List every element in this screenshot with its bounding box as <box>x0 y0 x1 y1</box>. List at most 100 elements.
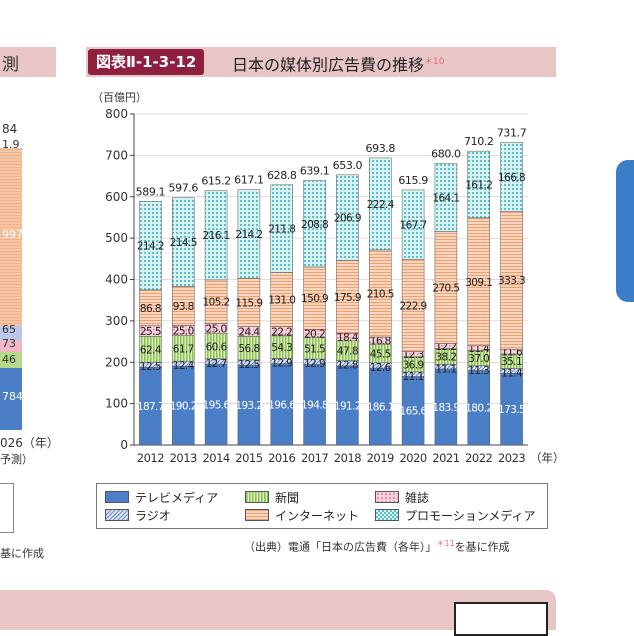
x-tick-label: 2015 <box>235 451 262 465</box>
data-label-internet: 93.8 <box>173 301 194 313</box>
bar-promotion <box>401 189 425 260</box>
data-label-radio: 12.4 <box>173 360 195 372</box>
data-label-newspaper: 61.7 <box>173 343 194 355</box>
bar-promotion <box>303 180 326 268</box>
previous-figure-legend-box <box>0 483 14 533</box>
data-label-tv: 183.9 <box>432 402 459 414</box>
data-label-radio: 11.1 <box>403 371 424 383</box>
total-label: 731.7 <box>497 126 527 139</box>
x-tick-label: 2022 <box>465 451 492 465</box>
data-label-promotion: 214.2 <box>235 229 262 241</box>
data-label-newspaper: 62.4 <box>140 344 162 356</box>
chart-legend: テレビメディア 新聞 雑誌 ラジオ インターネット プロモーションメディア <box>96 483 548 529</box>
legend-item-promotion: プロモーションメディア <box>375 507 536 524</box>
data-label-tv: 191.2 <box>334 400 361 412</box>
legend-item-internet: インターネット <box>245 507 359 524</box>
x-tick-label: 2020 <box>399 451 426 465</box>
previous-figure-header-text: 測 <box>2 55 19 75</box>
y-tick-label: 400 <box>105 273 128 287</box>
legend-label-radio: ラジオ <box>135 509 171 523</box>
legend-item-magazine: 雑誌 <box>375 489 429 506</box>
y-tick-label: 200 <box>105 355 128 369</box>
data-label-newspaper: 51.5 <box>304 343 325 355</box>
data-label-radio: 12.9 <box>304 358 325 370</box>
data-label-promotion: 161.2 <box>465 180 492 192</box>
previous-figure-bar-internet <box>0 148 22 326</box>
x-axis-unit: （年） <box>530 451 565 465</box>
previous-figure-bar-newspaper <box>0 352 22 368</box>
y-tick-label: 300 <box>105 314 128 328</box>
total-label: 639.1 <box>300 165 330 178</box>
data-label-magazine: 11.6 <box>501 347 523 359</box>
data-label-tv: 186.1 <box>367 402 394 414</box>
data-label-tv: 187.7 <box>137 401 164 413</box>
source-note: ＊11 <box>436 539 455 548</box>
qr-code-icon[interactable] <box>454 602 548 636</box>
data-label-tv: 165.6 <box>400 406 428 418</box>
data-label-promotion: 222.4 <box>367 199 395 211</box>
data-label-internet: 115.9 <box>235 297 262 309</box>
previous-figure-label-2: 65 <box>2 323 16 336</box>
figure-title-text: 日本の媒体別広告費の推移 <box>232 55 425 75</box>
legend-label-promotion: プロモーションメディア <box>405 509 536 523</box>
data-label-tv: 194.8 <box>301 400 328 412</box>
previous-figure-bar-radio <box>0 326 22 340</box>
data-label-radio: 11.4 <box>501 367 523 379</box>
total-label: 653.0 <box>333 159 363 172</box>
previous-figure-source: 基に作成 <box>0 547 44 560</box>
y-tick-label: 0 <box>120 438 128 452</box>
legend-item-newspaper: 新聞 <box>245 489 299 506</box>
total-label: 615.9 <box>398 174 428 187</box>
source-suffix: を基に作成 <box>454 540 510 554</box>
data-label-internet: 131.0 <box>268 295 295 307</box>
previous-figure-label-3: 73 <box>2 337 16 350</box>
legend-swatch-magazine <box>375 491 399 503</box>
data-label-tv: 173.5 <box>498 404 525 416</box>
data-label-promotion: 166.8 <box>498 172 525 184</box>
data-label-internet: 333.3 <box>498 275 525 287</box>
data-label-promotion: 216.1 <box>203 230 230 242</box>
data-label-radio: 12.6 <box>370 362 392 374</box>
data-label-radio: 12.8 <box>337 360 358 372</box>
data-label-promotion: 214.2 <box>137 241 164 253</box>
data-label-internet: 86.8 <box>140 303 161 315</box>
data-label-magazine: 12.2 <box>435 341 456 353</box>
data-label-promotion: 206.9 <box>334 213 361 225</box>
data-label-magazine: 25.5 <box>140 326 161 338</box>
x-tick-label: 2021 <box>432 451 459 465</box>
total-label: 589.1 <box>136 185 166 198</box>
figure-number-tag: 図表Ⅱ-1-3-12 <box>88 49 205 75</box>
legend-label-internet: インターネット <box>275 509 360 523</box>
previous-figure-bar-magazine <box>0 340 22 352</box>
data-label-tv: 193.2 <box>235 400 262 412</box>
y-unit-label: （百億円） <box>92 91 147 104</box>
data-label-radio: 12.7 <box>206 358 227 370</box>
total-label: 628.8 <box>267 169 297 182</box>
data-label-newspaper: 35.1 <box>501 356 522 368</box>
bar-promotion <box>204 190 228 281</box>
side-index-tab[interactable] <box>616 160 634 302</box>
figure-title: 日本の媒体別広告費の推移＊10 <box>232 50 444 77</box>
previous-figure-bar-tv <box>0 368 22 430</box>
x-tick-label: 2019 <box>367 451 394 465</box>
data-label-radio: 11.1 <box>435 363 456 375</box>
data-label-newspaper: 54.3 <box>271 342 292 354</box>
x-tick-label: 2018 <box>334 451 361 465</box>
data-label-magazine: 24.4 <box>238 326 260 338</box>
previous-figure-top-value-2: 1.9 <box>2 138 20 151</box>
previous-figure-label-4: 46 <box>2 353 16 366</box>
total-label: 680.0 <box>431 148 461 161</box>
data-label-internet: 150.9 <box>301 293 328 305</box>
previous-figure-top-value: 84 <box>2 122 18 136</box>
x-tick-label: 2017 <box>301 451 328 465</box>
y-tick-label: 500 <box>105 231 128 245</box>
previous-figure-label-1: 997 <box>2 228 23 241</box>
chart: 0 100 200 300 400 500 600 700 800 （百億円） 187.7 12.5 6… <box>92 91 565 465</box>
data-label-radio: 12.5 <box>238 359 259 371</box>
total-label: 693.8 <box>366 142 396 155</box>
data-label-magazine: 20.2 <box>304 329 325 341</box>
data-label-magazine: 18.4 <box>337 332 359 344</box>
previous-figure-fragment: 測 84 1.9 997 65 73 46 784 026（年） 予測） 基に作… <box>0 0 80 621</box>
x-tick-label: 2014 <box>202 451 229 465</box>
legend-item-radio: ラジオ <box>105 507 171 524</box>
